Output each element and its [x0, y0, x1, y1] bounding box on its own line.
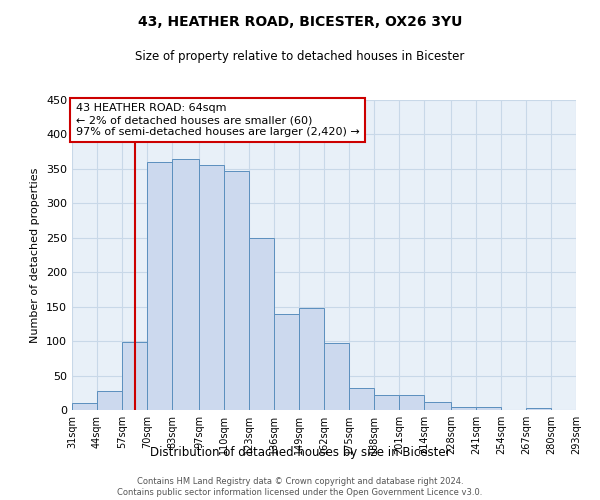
- Bar: [374, 395, 399, 410]
- Bar: [274, 314, 299, 410]
- Text: Distribution of detached houses by size in Bicester: Distribution of detached houses by size …: [149, 446, 451, 459]
- Text: 43, HEATHER ROAD, BICESTER, OX26 3YU: 43, HEATHER ROAD, BICESTER, OX26 3YU: [138, 15, 462, 29]
- Bar: [324, 343, 349, 410]
- Text: 43 HEATHER ROAD: 64sqm
← 2% of detached houses are smaller (60)
97% of semi-deta: 43 HEATHER ROAD: 64sqm ← 2% of detached …: [76, 104, 359, 136]
- Y-axis label: Number of detached properties: Number of detached properties: [31, 168, 40, 342]
- Bar: [349, 388, 374, 410]
- Bar: [147, 162, 172, 410]
- Bar: [199, 166, 224, 410]
- Bar: [122, 342, 147, 410]
- Bar: [72, 403, 97, 410]
- Bar: [249, 238, 274, 410]
- Bar: [476, 407, 501, 410]
- Bar: [97, 392, 122, 410]
- Bar: [451, 406, 476, 410]
- Bar: [172, 158, 199, 410]
- Text: Size of property relative to detached houses in Bicester: Size of property relative to detached ho…: [136, 50, 464, 63]
- Bar: [299, 308, 324, 410]
- Text: Contains HM Land Registry data © Crown copyright and database right 2024.: Contains HM Land Registry data © Crown c…: [137, 476, 463, 486]
- Text: Contains public sector information licensed under the Open Government Licence v3: Contains public sector information licen…: [118, 488, 482, 497]
- Bar: [424, 402, 451, 410]
- Bar: [224, 171, 249, 410]
- Bar: [399, 395, 424, 410]
- Bar: [526, 408, 551, 410]
